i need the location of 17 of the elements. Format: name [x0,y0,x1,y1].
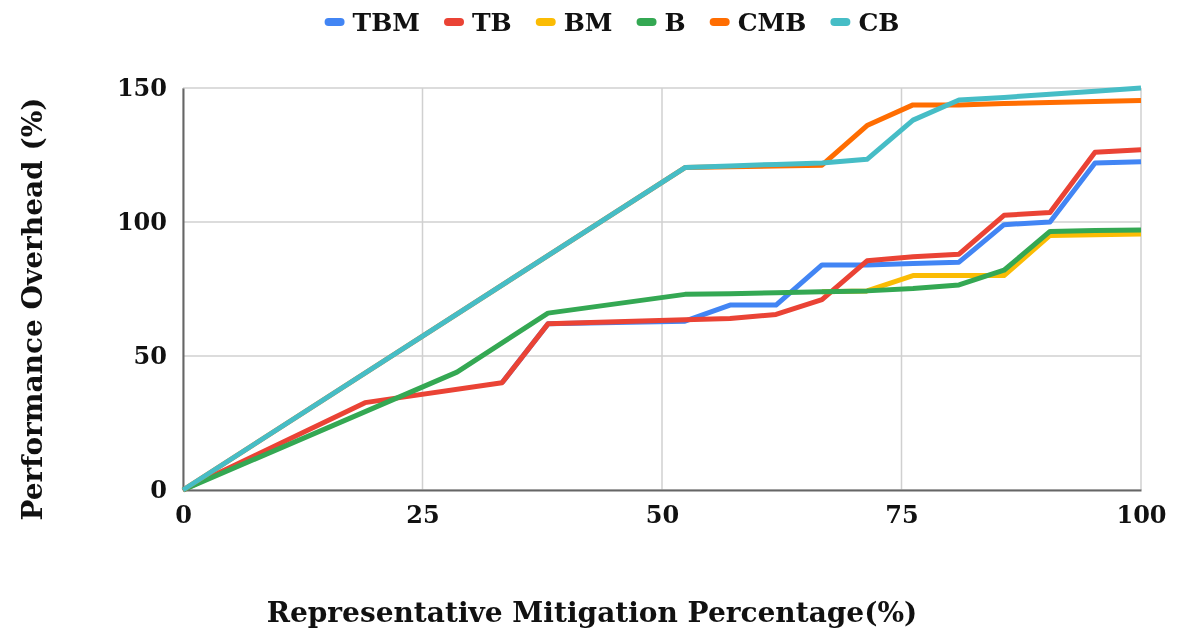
legend-label: TB [472,8,512,37]
y-tick-label: 100 [116,207,167,237]
x-tick-label: 50 [645,500,680,530]
x-tick-label: 100 [1116,500,1167,530]
y-tick-label: 150 [116,73,167,103]
legend-label: CMB [737,8,807,37]
x-axis-title: Representative Mitigation Percentage(%) [266,596,918,629]
y-tick-label: 50 [133,341,167,371]
x-tick-label: 75 [885,500,919,530]
legend-label: B [664,8,686,37]
y-tick-label: 0 [150,475,167,505]
x-tick-label: 25 [406,500,440,530]
x-tick-label: 0 [175,500,192,530]
legend-label: CB [858,8,900,37]
y-axis-title: Performance Overhead (%) [16,97,49,521]
legend-label: BM [563,8,613,37]
legend-label: TBM [352,8,420,37]
